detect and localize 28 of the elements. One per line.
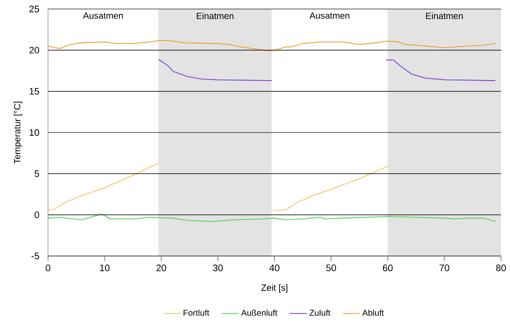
legend-label: Zuluft	[310, 310, 330, 316]
legend-label: Abluft	[362, 310, 384, 316]
x-tick-label: 60	[382, 264, 393, 272]
x-tick-label: 0	[46, 264, 50, 272]
y-tick-label: 25	[29, 6, 40, 12]
y-tick-label: 10	[30, 129, 40, 136]
x-tick-label: 40	[269, 264, 280, 272]
x-tick-label: 70	[440, 264, 450, 272]
y-axis-title: Temperatur [°C]	[14, 102, 22, 164]
y-tick-label: 5	[34, 170, 40, 177]
x-tick-label: 30	[212, 264, 223, 272]
annotation: Ausatmen	[83, 12, 123, 19]
legend-label: Außenluft	[241, 310, 278, 316]
y-tick-label: 0	[34, 211, 40, 218]
y-tick-label: 20	[29, 46, 40, 54]
y-tick-label: -5	[32, 252, 40, 260]
band-label: Einatmen	[426, 12, 463, 20]
x-tick-label: 10	[100, 264, 110, 272]
line-series	[48, 214, 496, 222]
x-tick-label: 50	[326, 264, 336, 272]
x-tick-label: 80	[496, 264, 506, 272]
band-label: Einatmen	[196, 12, 234, 20]
legend-label: Fortluft	[184, 310, 210, 316]
x-tick-label: 20	[156, 264, 166, 272]
x-axis-title: Zeit [s]	[261, 284, 288, 293]
y-tick-label: 15	[30, 88, 40, 95]
annotation: Ausatmen	[310, 12, 350, 19]
line-series	[48, 40, 496, 52]
